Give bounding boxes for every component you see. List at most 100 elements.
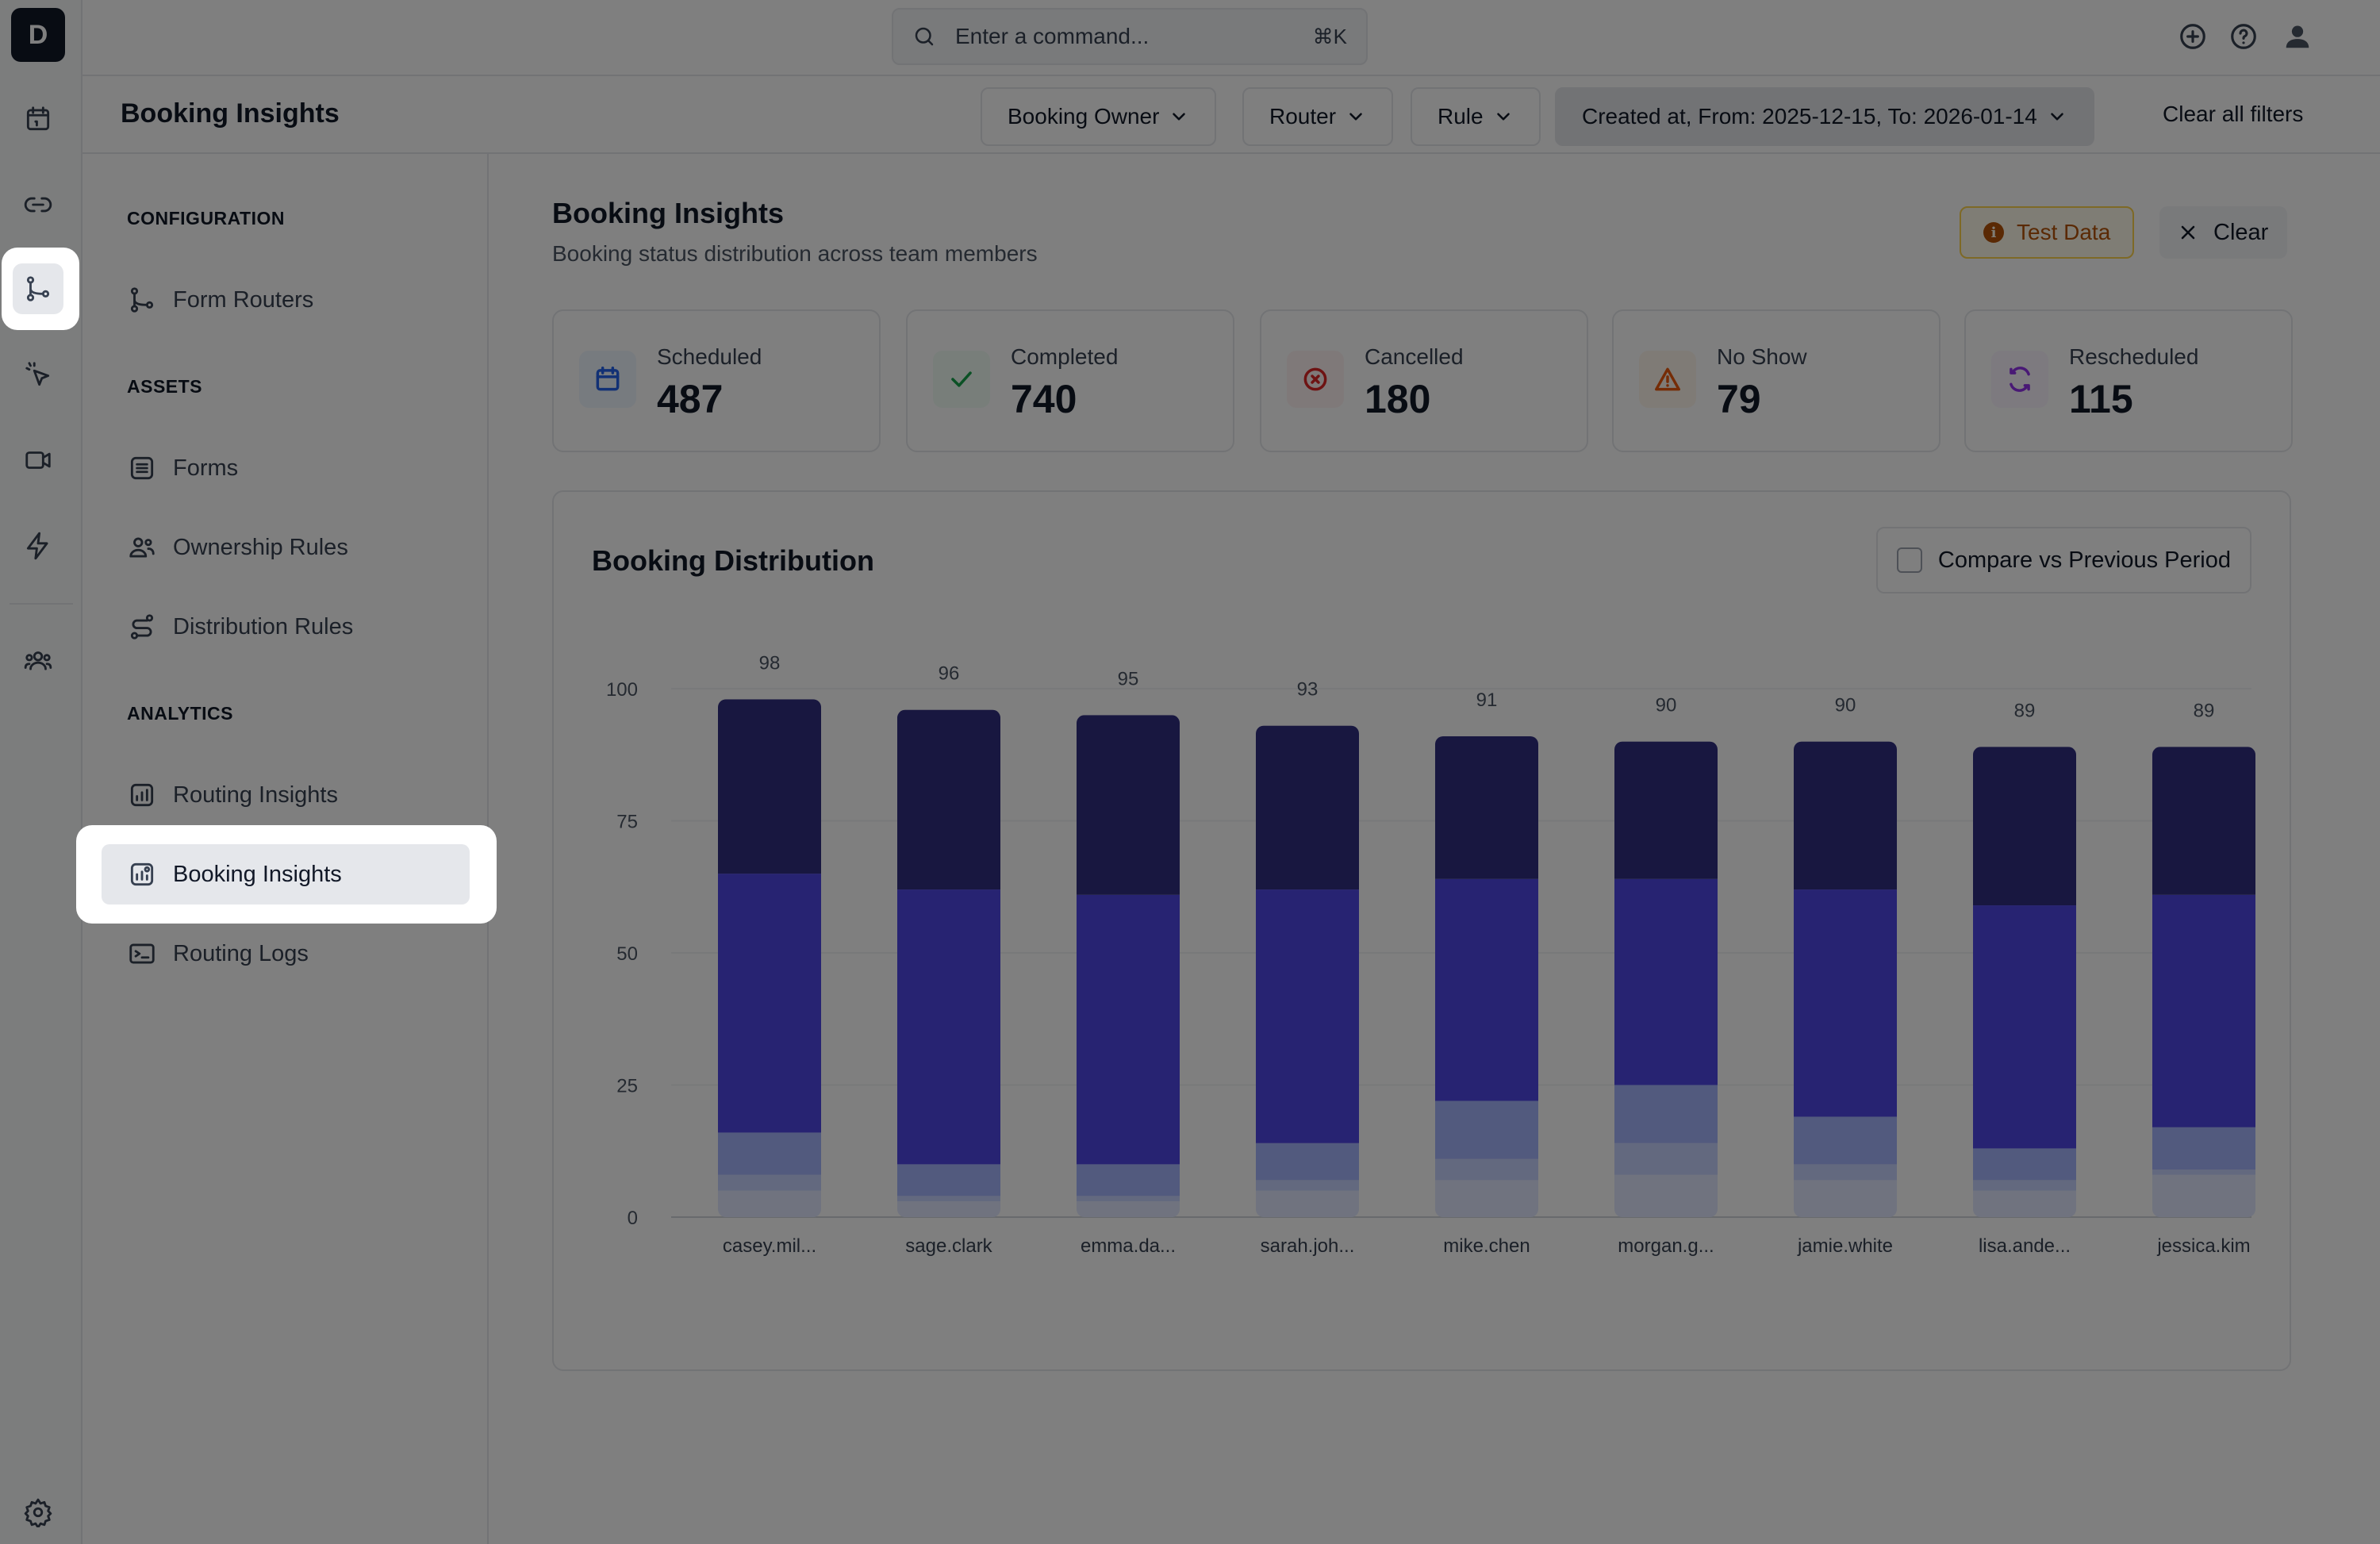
chevron-down-icon bbox=[2051, 113, 2063, 121]
bar-segment[interactable] bbox=[1077, 1164, 1180, 1196]
bar-segment[interactable] bbox=[1077, 715, 1180, 895]
stat-value: 740 bbox=[1011, 377, 1077, 421]
bar-stack[interactable] bbox=[1614, 741, 1718, 1217]
bar-segment[interactable] bbox=[2152, 747, 2255, 895]
link-icon[interactable] bbox=[13, 179, 63, 230]
gear-icon[interactable] bbox=[13, 1487, 63, 1538]
bar-segment[interactable] bbox=[897, 889, 1000, 1165]
bar-segment[interactable] bbox=[1973, 1190, 2076, 1217]
stat-label: Completed bbox=[1011, 344, 1119, 369]
bar-segment[interactable] bbox=[897, 1201, 1000, 1217]
compare-previous-period-toggle[interactable]: Compare vs Previous Period bbox=[1875, 527, 2251, 593]
x-tick-label: jessica.kim bbox=[2156, 1235, 2250, 1257]
bar-stack[interactable] bbox=[718, 699, 821, 1217]
bar-segment[interactable] bbox=[2152, 1170, 2255, 1175]
bar-segment[interactable] bbox=[1614, 1143, 1718, 1175]
bar-segment[interactable] bbox=[1256, 889, 1359, 1143]
bar-segment[interactable] bbox=[1614, 878, 1718, 1085]
bar-segment[interactable] bbox=[718, 699, 821, 874]
bar-segment[interactable] bbox=[2152, 894, 2255, 1127]
lightning-icon[interactable] bbox=[13, 520, 63, 571]
bar-segment[interactable] bbox=[1794, 889, 1897, 1117]
git-branch-icon[interactable] bbox=[13, 263, 63, 314]
bar-segment[interactable] bbox=[1794, 1164, 1897, 1181]
bar-total-label: 90 bbox=[1656, 695, 1677, 716]
bar-segment[interactable] bbox=[897, 709, 1000, 890]
command-input[interactable]: Enter a command... ⌘K bbox=[892, 8, 1368, 65]
bar-total-label: 91 bbox=[1476, 689, 1498, 711]
clear-all-filters-button[interactable]: Clear all filters bbox=[2163, 102, 2304, 126]
test-data-badge[interactable]: i Test Data bbox=[1960, 206, 2135, 259]
stat-value: 180 bbox=[1365, 377, 1431, 421]
bar-stack[interactable] bbox=[1973, 747, 2076, 1217]
bar-segment[interactable] bbox=[1794, 1116, 1897, 1165]
x-tick-label: morgan.g... bbox=[1618, 1235, 1714, 1257]
bar-total-label: 90 bbox=[1835, 695, 1856, 716]
compare-checkbox[interactable] bbox=[1896, 547, 1922, 573]
bar-segment[interactable] bbox=[1435, 736, 1538, 879]
sidebar-item-distribution-rules[interactable]: Distribution Rules bbox=[102, 597, 470, 657]
cursor-click-icon[interactable] bbox=[13, 349, 63, 400]
bar-segment[interactable] bbox=[1973, 1180, 2076, 1191]
app-logo[interactable]: D bbox=[11, 8, 65, 62]
sidebar-item-forms[interactable]: Forms bbox=[102, 438, 470, 498]
sidebar-item-ownership-rules[interactable]: Ownership Rules bbox=[102, 517, 470, 578]
bar-segment[interactable] bbox=[1973, 905, 2076, 1149]
bar-segment[interactable] bbox=[1614, 1085, 1718, 1143]
bar-segment[interactable] bbox=[718, 1190, 821, 1217]
bar-segment[interactable] bbox=[1435, 1100, 1538, 1159]
sidebar-item-routing-logs[interactable]: Routing Logs bbox=[102, 924, 470, 984]
bar-segment[interactable] bbox=[1435, 1158, 1538, 1181]
filter-date-range[interactable]: Created at, From: 2025-12-15, To: 2026-0… bbox=[1555, 87, 2094, 146]
sidebar-item-form-routers[interactable]: Form Routers bbox=[102, 270, 470, 330]
bar-segment[interactable] bbox=[1973, 1148, 2076, 1181]
bar-segment[interactable] bbox=[1077, 894, 1180, 1165]
bar-total-label: 98 bbox=[759, 652, 781, 674]
bar-segment[interactable] bbox=[1794, 741, 1897, 890]
bar-stack[interactable] bbox=[897, 709, 1000, 1217]
bar-segment[interactable] bbox=[718, 1174, 821, 1191]
users-icon[interactable] bbox=[13, 635, 63, 686]
check-icon bbox=[933, 351, 990, 408]
bar-segment[interactable] bbox=[2152, 1174, 2255, 1217]
stat-card-scheduled: Scheduled 487 bbox=[552, 309, 881, 452]
bar-segment[interactable] bbox=[897, 1196, 1000, 1202]
bar-segment[interactable] bbox=[1435, 1180, 1538, 1217]
sidebar-item-label: Distribution Rules bbox=[173, 613, 354, 639]
filter-rule[interactable]: Rule bbox=[1411, 87, 1541, 146]
bar-segment[interactable] bbox=[897, 1164, 1000, 1196]
sidebar-item-routing-insights[interactable]: Routing Insights bbox=[102, 765, 470, 825]
sidebar-item-label: Routing Insights bbox=[173, 782, 338, 808]
video-icon[interactable] bbox=[13, 435, 63, 486]
sidebar-item-booking-insights[interactable]: Booking Insights bbox=[102, 844, 470, 905]
bar-segment[interactable] bbox=[1614, 741, 1718, 879]
bar-segment[interactable] bbox=[1794, 1180, 1897, 1217]
bar-segment[interactable] bbox=[1077, 1201, 1180, 1217]
bar-stack[interactable] bbox=[1794, 741, 1897, 1217]
bar-segment[interactable] bbox=[1435, 878, 1538, 1101]
bar-stack[interactable] bbox=[2152, 747, 2255, 1217]
calendar-icon[interactable] bbox=[13, 94, 63, 144]
bar-segment[interactable] bbox=[718, 1132, 821, 1175]
user-avatar-icon[interactable] bbox=[2278, 17, 2317, 56]
plus-circle-icon[interactable] bbox=[2174, 17, 2212, 56]
help-icon[interactable] bbox=[2225, 17, 2263, 56]
bar-segment[interactable] bbox=[1256, 725, 1359, 890]
bar-segment[interactable] bbox=[1077, 1196, 1180, 1202]
highlight-sidebar-item: Booking Insights bbox=[76, 825, 497, 924]
top-bar: Enter a command... ⌘K bbox=[83, 0, 2380, 76]
bar-segment[interactable] bbox=[1256, 1190, 1359, 1217]
bar-stack[interactable] bbox=[1077, 715, 1180, 1217]
clear-button[interactable]: Clear bbox=[2159, 206, 2288, 259]
bar-segment[interactable] bbox=[1614, 1174, 1718, 1217]
highlight-rail-item bbox=[2, 248, 79, 330]
bar-segment[interactable] bbox=[718, 874, 821, 1133]
bar-segment[interactable] bbox=[2152, 1127, 2255, 1170]
filter-router[interactable]: Router bbox=[1242, 87, 1394, 146]
bar-segment[interactable] bbox=[1256, 1143, 1359, 1181]
bar-stack[interactable] bbox=[1256, 725, 1359, 1217]
filter-booking-owner[interactable]: Booking Owner bbox=[981, 87, 1217, 146]
bar-segment[interactable] bbox=[1973, 747, 2076, 906]
bar-segment[interactable] bbox=[1256, 1180, 1359, 1191]
bar-stack[interactable] bbox=[1435, 736, 1538, 1217]
